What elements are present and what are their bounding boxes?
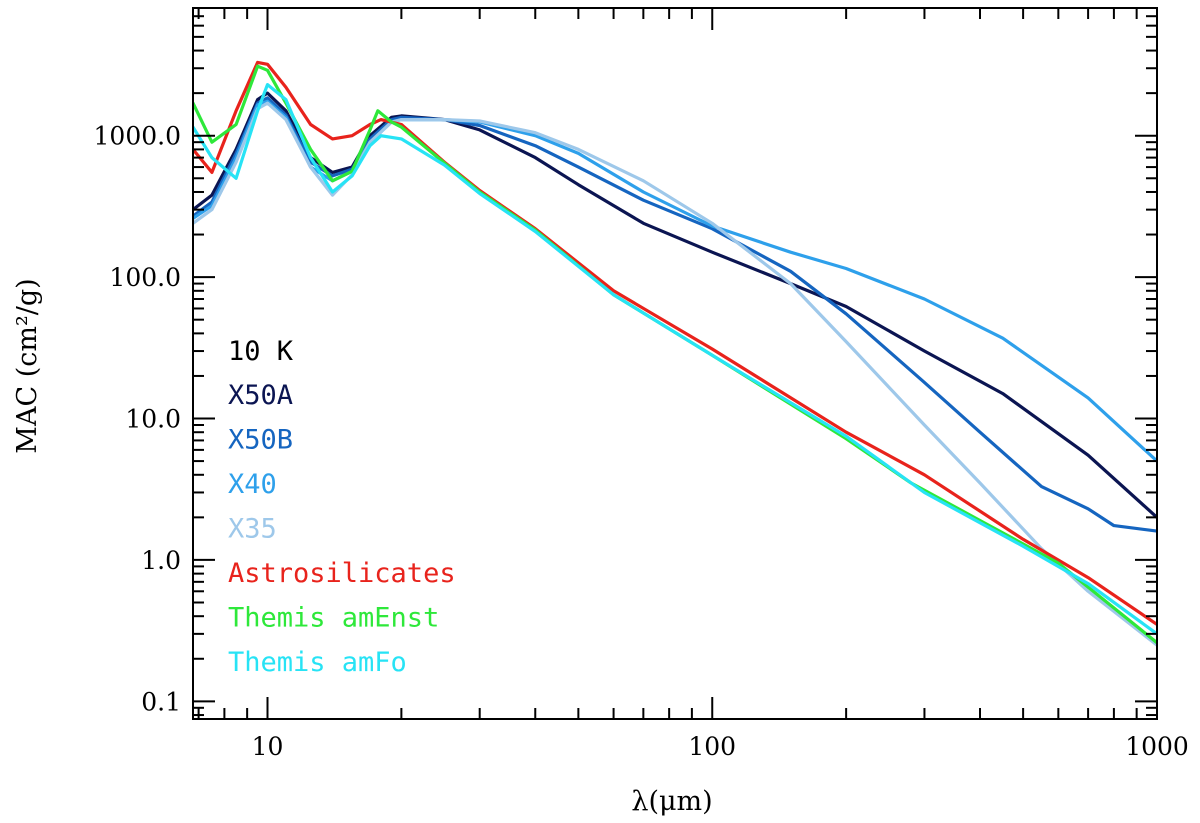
series-line-x35 [193,101,1157,647]
series-layer [193,60,1157,647]
legend-item: Themis amFo [228,647,407,678]
legend-item: X35 [228,514,277,545]
series-line-x50a [193,91,1157,519]
legend-title: 10 K [228,336,294,367]
y-tick-label: 100.0 [109,263,181,292]
series-line-themis-amfo [193,83,1157,636]
x-tick-label: 100 [688,732,736,761]
series-line-x40 [193,99,1157,463]
y-tick-label: 1000.0 [94,122,181,151]
legend-item: X40 [228,469,277,500]
x-tick-label: 1000 [1125,732,1189,761]
y-tick-label: 1.0 [141,546,181,575]
y-tick-label: 10.0 [125,405,181,434]
series-line-x50b [193,96,1157,533]
legend: 10 K X50A X50B X40 X35 Astrosilicates Themis … [228,336,456,678]
plot-frame [192,7,1158,720]
tick-layer: 10 100 1000 0.1 1.0 10.0 100.0 1000.0 [94,7,1189,761]
series-line-themis-amenst [193,64,1157,645]
legend-item: X50A [228,380,293,411]
y-axis-title: MAC (cm²/g) [12,278,43,453]
x-axis-title: λ(μm) [631,786,712,817]
legend-item: Astrosilicates [228,558,456,589]
legend-item: Themis amEnst [228,603,439,634]
x-tick-label: 10 [252,732,284,761]
legend-item: X50B [228,425,293,456]
y-tick-label: 0.1 [141,687,181,716]
